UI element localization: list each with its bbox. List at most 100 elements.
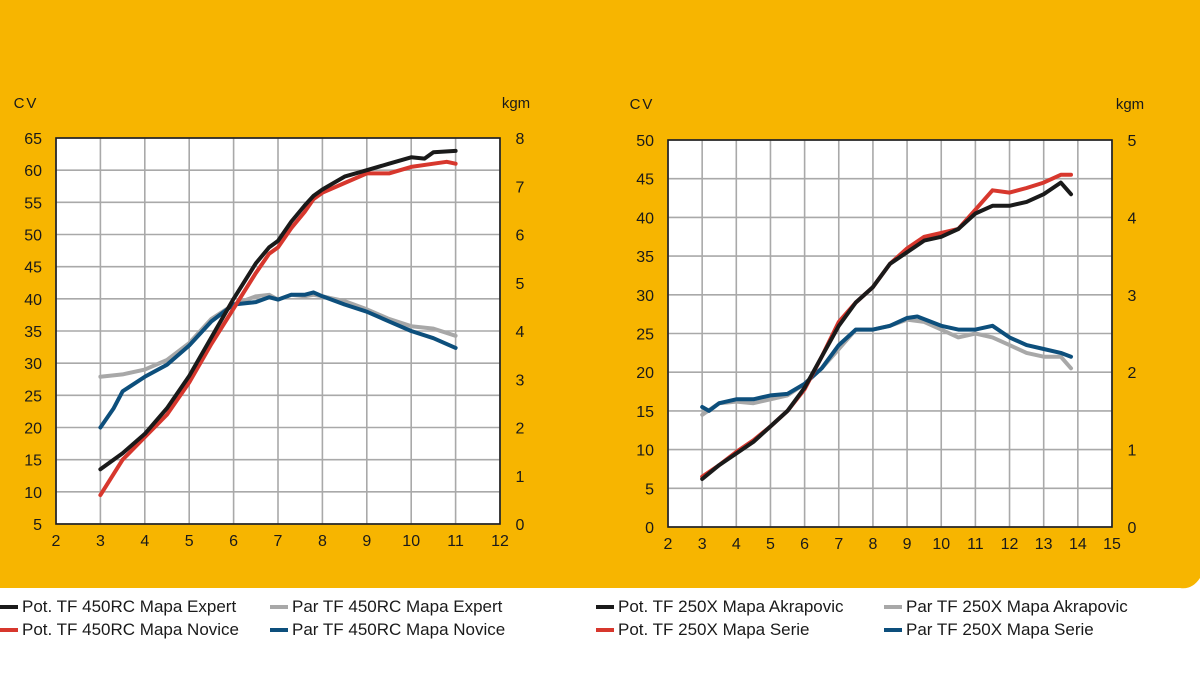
y-axis-title: CV <box>14 95 39 112</box>
legend-swatch <box>0 605 18 609</box>
plot-frame <box>667 139 1113 528</box>
series-line-blue <box>700 314 1073 413</box>
y2-tick-label: 4 <box>516 324 525 341</box>
y2-axis-title: kgm <box>1116 96 1144 113</box>
legend-item: Par TF 450RC Mapa Expert <box>270 597 502 617</box>
x-tick-label: 8 <box>868 536 877 553</box>
y-tick-label: 15 <box>24 453 42 470</box>
x-tick-label: 7 <box>834 536 843 553</box>
legend-item: Par TF 250X Mapa Serie <box>884 620 1094 640</box>
legend-item: Par TF 450RC Mapa Novice <box>270 620 505 640</box>
y-tick-label: 5 <box>33 517 42 534</box>
legend-label: Pot. TF 450RC Mapa Expert <box>22 597 237 616</box>
x-tick-label: 6 <box>229 533 238 550</box>
legend-swatch <box>0 628 18 632</box>
y-tick-label: 50 <box>636 133 654 150</box>
y-tick-label: 20 <box>24 421 42 438</box>
x-tick-label: 6 <box>800 536 809 553</box>
y-tick-label: 30 <box>24 356 42 373</box>
series-line-black <box>98 148 458 472</box>
legend-label: Par TF 450RC Mapa Novice <box>292 620 506 639</box>
x-tick-label: 2 <box>52 533 61 550</box>
y2-tick-label: 3 <box>1128 288 1137 305</box>
legend-swatch <box>270 628 288 632</box>
x-tick-label: 12 <box>491 533 509 550</box>
y-tick-label: 35 <box>24 324 42 341</box>
legend-swatch <box>884 628 902 632</box>
x-tick-label: 9 <box>903 536 912 553</box>
legend-label: Par TF 250X Mapa Akrapovic <box>906 597 1128 616</box>
x-tick-label: 4 <box>140 533 149 550</box>
y2-tick-label: 3 <box>516 372 525 389</box>
y-tick-label: 10 <box>24 485 42 502</box>
y-tick-label: 45 <box>636 172 654 189</box>
x-tick-label: 12 <box>1001 536 1019 553</box>
y-tick-label: 30 <box>636 288 654 305</box>
legend-label: Pot. TF 250X Mapa Serie <box>618 620 810 639</box>
y-tick-label: 55 <box>24 195 42 212</box>
y2-axis-title: kgm <box>502 95 530 112</box>
x-tick-label: 7 <box>274 533 283 550</box>
y2-tick-label: 6 <box>516 228 525 245</box>
y-tick-label: 50 <box>24 228 42 245</box>
legend-label: Pot. TF 450RC Mapa Novice <box>22 620 239 639</box>
x-tick-label: 2 <box>664 536 673 553</box>
x-tick-label: 14 <box>1069 536 1087 553</box>
legend-label: Pot. TF 250X Mapa Akrapovic <box>618 597 844 616</box>
y2-tick-label: 1 <box>516 469 525 486</box>
y2-tick-label: 0 <box>1128 520 1137 537</box>
y-tick-label: 10 <box>636 443 654 460</box>
y-tick-label: 15 <box>636 404 654 421</box>
y2-tick-label: 5 <box>516 276 525 293</box>
legend-item: Pot. TF 250X Mapa Serie <box>596 620 810 640</box>
legend-swatch <box>270 605 288 609</box>
y-axis-title: CV <box>630 96 655 113</box>
x-tick-label: 15 <box>1103 536 1121 553</box>
chart-tf250x: 2 3 4 5 6 7 8 9 10 11 12 13 14 1505101520253035404550… <box>630 96 1145 553</box>
series-line-red <box>98 159 458 498</box>
chart-tf450rc: 2 3 4 5 6 7 8 9 10 11 1251015202530354045505560650… <box>14 95 531 550</box>
y-tick-label: 45 <box>24 260 42 277</box>
y2-tick-label: 7 <box>516 179 525 196</box>
y2-tick-label: 2 <box>516 421 525 438</box>
legend-label: Par TF 250X Mapa Serie <box>906 620 1094 639</box>
y2-tick-label: 8 <box>516 131 525 148</box>
x-tick-label: 11 <box>447 533 464 550</box>
y2-tick-label: 0 <box>516 517 525 534</box>
x-tick-label: 3 <box>698 536 707 553</box>
x-tick-label: 11 <box>967 536 984 553</box>
legend-item: Pot. TF 250X Mapa Akrapovic <box>596 597 844 617</box>
y-tick-label: 65 <box>24 131 42 148</box>
plot-frame <box>55 137 501 525</box>
x-tick-label: 5 <box>766 536 775 553</box>
x-tick-label: 13 <box>1035 536 1053 553</box>
x-tick-label: 10 <box>402 533 420 550</box>
legend-item: Pot. TF 450RC Mapa Expert <box>0 597 236 617</box>
x-tick-label: 3 <box>96 533 105 550</box>
legend-swatch <box>596 628 614 632</box>
legend-item: Pot. TF 450RC Mapa Novice <box>0 620 239 640</box>
legend-swatch <box>884 605 902 609</box>
y-tick-label: 60 <box>24 163 42 180</box>
series-line-blue <box>98 290 458 430</box>
y-tick-label: 25 <box>636 327 654 344</box>
y2-tick-label: 5 <box>1128 133 1137 150</box>
y-tick-label: 40 <box>636 210 654 227</box>
x-tick-label: 9 <box>362 533 371 550</box>
x-tick-label: 10 <box>932 536 950 553</box>
x-tick-label: 4 <box>732 536 741 553</box>
legend-item: Par TF 250X Mapa Akrapovic <box>884 597 1128 617</box>
y2-tick-label: 4 <box>1128 210 1137 227</box>
y-tick-label: 35 <box>636 249 654 266</box>
x-tick-label: 8 <box>318 533 327 550</box>
y-tick-label: 25 <box>24 388 42 405</box>
y-tick-label: 20 <box>636 365 654 382</box>
y-tick-label: 40 <box>24 292 42 309</box>
y-tick-label: 0 <box>645 520 654 537</box>
y2-tick-label: 2 <box>1128 365 1137 382</box>
legend-swatch <box>596 605 614 609</box>
y2-tick-label: 1 <box>1128 443 1137 460</box>
y-tick-label: 5 <box>645 481 654 498</box>
